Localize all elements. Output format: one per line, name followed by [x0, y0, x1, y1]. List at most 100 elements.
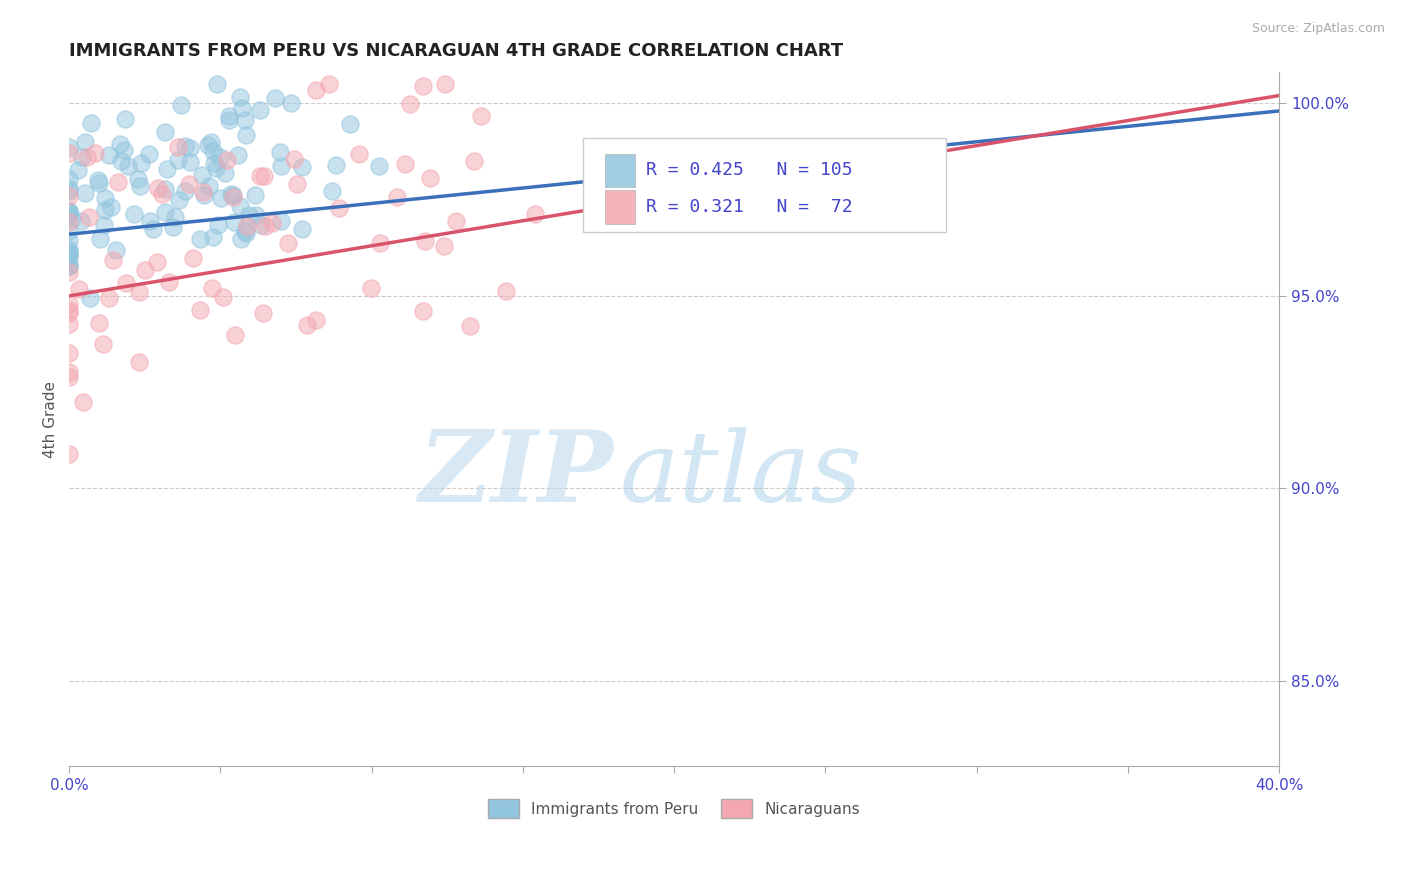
Point [58, 181, 80, 195]
Point [142, 222, 165, 236]
Point [146, 180, 169, 194]
Point [235, 226, 257, 240]
Point [215, 153, 238, 168]
Point [84, 145, 107, 160]
Point [146, 255, 169, 269]
Point [198, 179, 221, 194]
Point [128, 355, 150, 369]
Point [231, 102, 253, 116]
Point [170, 97, 193, 112]
Point [385, 190, 408, 204]
Point [162, 220, 184, 235]
Point [58, 145, 80, 160]
Point [212, 290, 235, 304]
Point [179, 141, 201, 155]
Point [523, 207, 546, 221]
Point [80, 115, 103, 129]
Point [305, 313, 328, 327]
Point [58, 258, 80, 272]
Point [291, 222, 314, 236]
Point [58, 189, 80, 203]
Point [58, 250, 80, 264]
Point [270, 159, 292, 173]
Point [179, 177, 201, 191]
Point [231, 231, 253, 245]
Point [66, 162, 89, 177]
Point [58, 365, 80, 379]
Point [58, 317, 80, 331]
Point [58, 259, 80, 273]
Point [235, 224, 257, 238]
Point [191, 185, 214, 199]
FancyBboxPatch shape [605, 153, 636, 186]
Point [112, 143, 135, 157]
Point [205, 161, 228, 175]
Point [202, 229, 225, 244]
Point [58, 297, 80, 311]
Point [221, 188, 243, 202]
Point [219, 186, 242, 201]
Point [58, 185, 80, 199]
Point [60, 211, 83, 226]
Point [108, 137, 131, 152]
Point [249, 169, 271, 183]
Point [58, 260, 80, 274]
Point [114, 112, 136, 127]
Point [218, 110, 240, 124]
Point [58, 303, 80, 318]
Point [101, 252, 124, 267]
Point [86, 172, 108, 186]
Point [58, 244, 80, 259]
Point [191, 168, 214, 182]
Point [245, 188, 267, 202]
Point [228, 147, 250, 161]
Point [58, 208, 80, 222]
Point [209, 150, 232, 164]
Point [89, 232, 111, 246]
Point [291, 161, 314, 175]
Point [347, 146, 370, 161]
Point [105, 244, 128, 258]
Point [321, 185, 343, 199]
Point [153, 182, 176, 196]
Point [394, 157, 416, 171]
Point [297, 318, 319, 332]
Point [129, 156, 152, 170]
Point [188, 303, 211, 318]
Point [139, 214, 162, 228]
Point [214, 166, 236, 180]
Point [58, 242, 80, 256]
Point [339, 117, 361, 131]
Point [89, 316, 111, 330]
Point [153, 204, 176, 219]
Point [209, 191, 232, 205]
Point [413, 234, 436, 248]
Point [79, 291, 101, 305]
Point [69, 282, 91, 296]
Point [165, 211, 187, 225]
Point [412, 304, 434, 318]
Point [238, 208, 260, 222]
Point [228, 90, 250, 104]
Point [280, 95, 302, 110]
Point [399, 97, 422, 112]
Point [94, 191, 117, 205]
Point [205, 77, 228, 91]
Point [73, 135, 96, 149]
Point [202, 145, 225, 159]
Point [77, 211, 100, 225]
Text: atlas: atlas [620, 427, 862, 523]
Point [222, 190, 245, 204]
Point [58, 370, 80, 384]
Point [72, 395, 94, 409]
Point [236, 219, 259, 234]
Point [87, 176, 110, 190]
Point [166, 140, 188, 154]
Point [367, 159, 389, 173]
Point [110, 153, 132, 168]
Point [458, 318, 481, 333]
Point [277, 236, 299, 251]
Point [107, 176, 129, 190]
Point [58, 215, 80, 229]
Point [156, 162, 179, 177]
